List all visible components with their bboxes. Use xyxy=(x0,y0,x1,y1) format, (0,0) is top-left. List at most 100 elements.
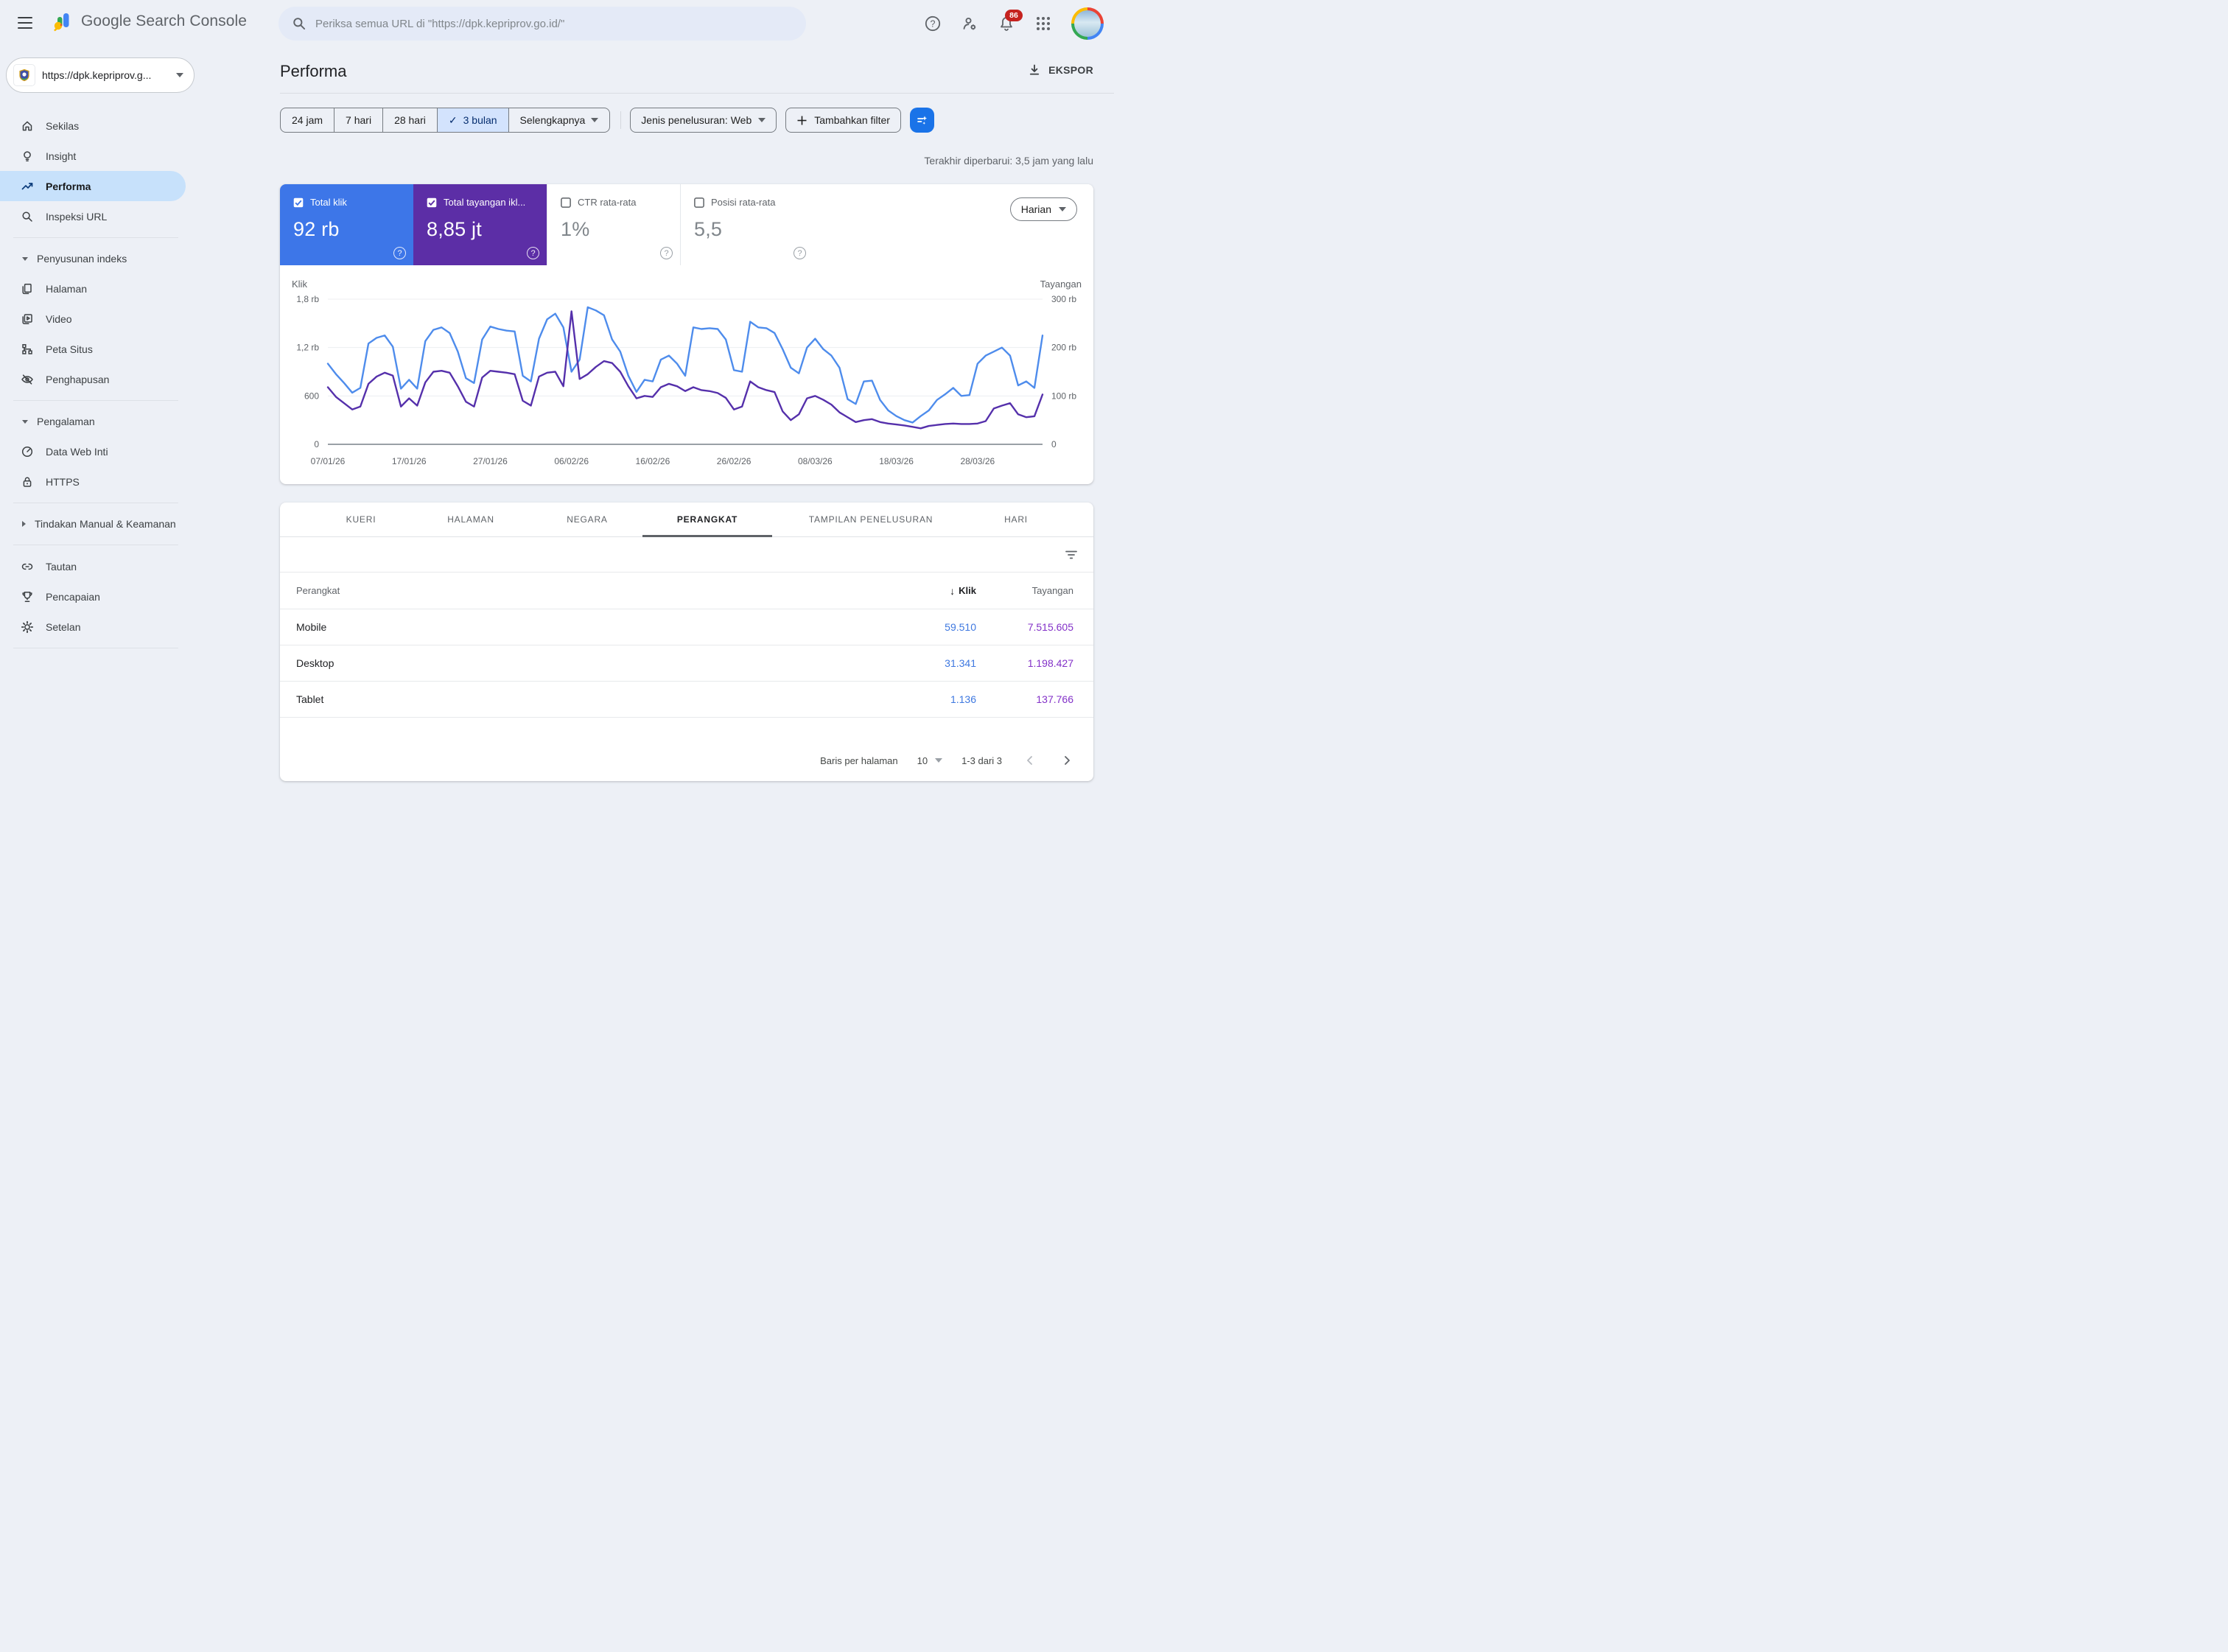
user-settings-icon[interactable] xyxy=(961,15,978,32)
range-28-hari[interactable]: 28 hari xyxy=(382,108,437,132)
checkbox-checked-icon[interactable] xyxy=(427,197,437,208)
smart-filter-button[interactable] xyxy=(909,108,934,133)
section-penyusunan-indeks[interactable]: Penyusunan indeks xyxy=(0,244,200,273)
question-circle-icon[interactable]: ? xyxy=(794,247,806,259)
property-url: https://dpk.kepriprov.g... xyxy=(42,69,152,81)
tab-tampilan-penelusuran[interactable]: TAMPILAN PENELUSURAN xyxy=(808,514,933,525)
tab-perangkat[interactable]: PERANGKAT xyxy=(642,503,772,537)
checkbox-unchecked-icon[interactable] xyxy=(694,197,704,208)
rows-per-page-select[interactable]: 10 xyxy=(917,755,943,766)
svg-text:16/02/26: 16/02/26 xyxy=(636,456,670,466)
hamburger-menu-icon[interactable] xyxy=(18,17,32,29)
tab-negara[interactable]: NEGARA xyxy=(567,514,608,525)
tab-halaman[interactable]: HALAMAN xyxy=(447,514,494,525)
sidebar-item-label: Setelan xyxy=(46,620,81,633)
sidebar-item-penghapusan[interactable]: Penghapusan xyxy=(0,364,200,394)
chevron-down-icon xyxy=(935,758,943,763)
gauge-icon xyxy=(21,446,33,457)
column-header-impressions[interactable]: Tayangan xyxy=(1031,585,1073,596)
page-next-button[interactable] xyxy=(1058,752,1076,769)
metric-ctr[interactable]: CTR rata-rata 1% ? xyxy=(547,184,680,265)
filter-list-icon[interactable] xyxy=(1064,547,1079,562)
sidebar-item-data-web-inti[interactable]: Data Web Inti xyxy=(0,436,200,466)
granularity-dropdown[interactable]: Harian xyxy=(1009,197,1077,221)
table-row[interactable]: Desktop 31.341 1.198.427 xyxy=(280,645,1093,682)
search-icon xyxy=(293,18,306,30)
pagination-range: 1-3 dari 3 xyxy=(961,755,1002,766)
sidebar-item-label: Inspeksi URL xyxy=(46,210,108,223)
gear-icon xyxy=(21,620,34,633)
sidebar-item-label: Peta Situs xyxy=(46,343,93,355)
svg-text:?: ? xyxy=(931,18,936,29)
sidebar-item-halaman[interactable]: Halaman xyxy=(0,273,200,304)
help-icon[interactable]: ? xyxy=(924,15,942,32)
range-selengkapnya[interactable]: Selengkapnya xyxy=(508,108,610,132)
section-label: Tindakan Manual & Keamanan xyxy=(35,518,176,530)
pages-icon xyxy=(22,283,32,294)
sidebar-item-tindakan-manual[interactable]: Tindakan Manual & Keamanan xyxy=(0,509,200,539)
metric-label: Total tayangan ikl... xyxy=(444,197,526,208)
account-avatar[interactable] xyxy=(1071,7,1104,40)
sidebar-item-inspeksi-url[interactable]: Inspeksi URL xyxy=(0,201,200,231)
sidebar-item-video[interactable]: Video xyxy=(0,304,200,334)
sidebar: https://dpk.kepriprov.g... Sekilas Insig… xyxy=(0,47,200,654)
range-3-bulan-selected[interactable]: ✓ 3 bulan xyxy=(436,108,508,132)
export-button[interactable]: EKSPOR xyxy=(1028,63,1093,77)
table-header-row: Perangkat ↓ Klik Tayangan xyxy=(280,573,1093,609)
sidebar-item-performa[interactable]: Performa xyxy=(0,171,186,201)
question-circle-icon[interactable]: ? xyxy=(527,247,539,259)
range-24-jam[interactable]: 24 jam xyxy=(292,114,323,126)
apps-grid-icon[interactable] xyxy=(1034,15,1052,32)
sidebar-item-sekilas[interactable]: Sekilas xyxy=(0,111,200,141)
sidebar-item-peta-situs[interactable]: Peta Situs xyxy=(0,334,200,364)
sidebar-item-label: Insight xyxy=(46,150,77,162)
tab-kueri[interactable]: KUERI xyxy=(346,514,376,525)
column-header-clicks[interactable]: ↓ Klik xyxy=(950,584,976,597)
video-icon xyxy=(22,313,32,324)
metric-total-klik[interactable]: Total klik 92 rb ? xyxy=(280,184,413,265)
pagination: Baris per halaman 10 1-3 dari 3 xyxy=(820,752,1076,769)
device-cell: Mobile xyxy=(296,621,327,633)
divider xyxy=(280,93,1114,94)
app-logo[interactable]: Google Search Console xyxy=(52,10,247,32)
chevron-left-icon xyxy=(1027,756,1032,765)
tab-hari[interactable]: HARI xyxy=(1004,514,1028,525)
magnifier-icon xyxy=(22,211,32,222)
sidebar-item-https[interactable]: HTTPS xyxy=(0,466,200,497)
device-cell: Desktop xyxy=(296,657,334,669)
table-row[interactable]: Tablet 1.136 137.766 xyxy=(280,682,1093,718)
section-pengalaman[interactable]: Pengalaman xyxy=(0,407,200,436)
checkbox-unchecked-icon[interactable] xyxy=(561,197,571,208)
dimension-tabs: KUERI HALAMAN NEGARA PERANGKAT TAMPILAN … xyxy=(280,503,1093,537)
impressions-cell: 1.198.427 xyxy=(1027,657,1073,669)
sidebar-item-pencapaian[interactable]: Pencapaian xyxy=(0,581,200,612)
sidebar-item-label: HTTPS xyxy=(46,475,80,488)
metric-tiles: Total klik 92 rb ? Total tayangan ikl...… xyxy=(280,184,1093,265)
right-axis-title: Tayangan xyxy=(1040,279,1082,290)
metric-total-tayangan[interactable]: Total tayangan ikl... 8,85 jt ? xyxy=(413,184,547,265)
notifications-bell-icon[interactable]: 86 xyxy=(998,10,1023,32)
chevron-down-icon xyxy=(22,256,28,261)
question-circle-icon[interactable]: ? xyxy=(393,247,406,259)
sidebar-item-tautan[interactable]: Tautan xyxy=(0,551,200,581)
column-header-device[interactable]: Perangkat xyxy=(296,585,340,596)
add-filter-chip[interactable]: Tambahkan filter xyxy=(785,108,901,133)
sidebar-item-insight[interactable]: Insight xyxy=(0,141,200,171)
table-row[interactable]: Mobile 59.510 7.515.605 xyxy=(280,609,1093,645)
performance-line-chart[interactable]: 0 600 1,2 rb 1,8 rb 0 100 rb 200 rb 300 rb 07/01… xyxy=(280,265,1093,484)
sidebar-item-setelan[interactable]: Setelan xyxy=(0,612,200,642)
section-label: Pengalaman xyxy=(37,416,95,427)
checkbox-checked-icon[interactable] xyxy=(293,197,304,208)
metric-posisi[interactable]: Posisi rata-rata 5,5 ? xyxy=(680,184,813,265)
url-inspect-searchbar[interactable] xyxy=(278,7,806,41)
page-prev-button[interactable] xyxy=(1021,752,1039,769)
property-selector[interactable]: https://dpk.kepriprov.g... xyxy=(6,57,195,93)
question-circle-icon[interactable]: ? xyxy=(660,247,673,259)
svg-text:07/01/26: 07/01/26 xyxy=(311,456,346,466)
range-7-hari[interactable]: 7 hari xyxy=(334,108,382,132)
search-input[interactable] xyxy=(315,17,787,30)
search-type-chip[interactable]: Jenis penelusuran: Web xyxy=(630,108,777,133)
svg-text:0: 0 xyxy=(314,439,319,449)
trending-up-icon xyxy=(21,182,33,189)
svg-text:27/01/26: 27/01/26 xyxy=(473,456,508,466)
